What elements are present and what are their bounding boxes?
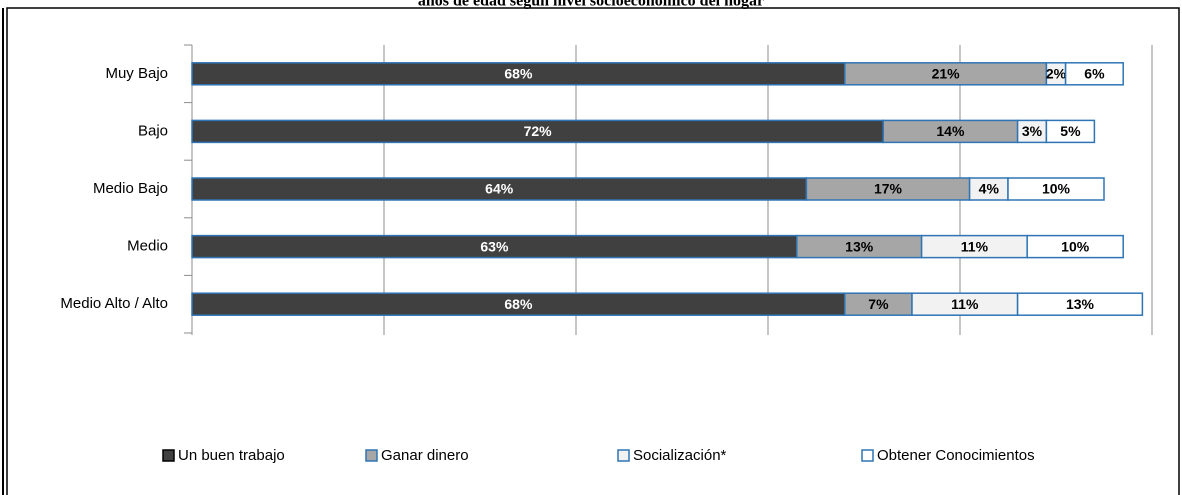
- bar-segment: [1064, 62, 1124, 86]
- data-label: 5%: [1060, 123, 1081, 139]
- data-label: 68%: [504, 296, 533, 312]
- y-tick-label: Medio Bajo: [93, 180, 168, 197]
- frame: [6, 7, 1180, 495]
- data-label: 11%: [961, 238, 989, 254]
- data-label: 2%: [1046, 66, 1067, 82]
- data-label: 13%: [845, 238, 874, 254]
- data-label: 4%: [979, 181, 1000, 197]
- data-label: 21%: [932, 66, 961, 82]
- data-label: 10%: [1042, 181, 1071, 197]
- y-tick-label: Bajo: [138, 122, 168, 139]
- data-label: 7%: [868, 296, 889, 312]
- bar-segment: [1007, 177, 1105, 201]
- legend-swatch: [861, 449, 874, 462]
- data-label: 11%: [951, 296, 979, 312]
- data-label: 13%: [1066, 296, 1095, 312]
- legend-swatch: [617, 449, 630, 462]
- legend-label: Un buen trabajo: [178, 447, 285, 464]
- bar-segment: [1045, 119, 1096, 144]
- data-label: 68%: [504, 66, 533, 82]
- y-tick-label: Medio Alto / Alto: [60, 295, 168, 312]
- data-label: 10%: [1061, 238, 1090, 254]
- legend-swatch: [162, 449, 175, 462]
- y-tick-label: Medio: [127, 238, 168, 255]
- data-label: 63%: [480, 238, 509, 254]
- chart-title: años de edad según nivel socioeconómico …: [418, 0, 764, 10]
- data-label: 72%: [524, 123, 553, 139]
- data-label: 17%: [874, 181, 903, 197]
- data-label: 64%: [485, 181, 514, 197]
- data-label: 6%: [1084, 66, 1105, 82]
- bar-segment: [1026, 234, 1124, 259]
- data-label: 14%: [936, 123, 965, 139]
- legend-swatch: [365, 449, 378, 462]
- y-tick-label: Muy Bajo: [105, 65, 168, 82]
- legend-label: Obtener Conocimientos: [877, 447, 1035, 464]
- data-label: 3%: [1022, 123, 1043, 139]
- legend-label: Socialización*: [633, 447, 727, 464]
- bar-segment: [1016, 292, 1144, 316]
- legend-label: Ganar dinero: [381, 447, 469, 464]
